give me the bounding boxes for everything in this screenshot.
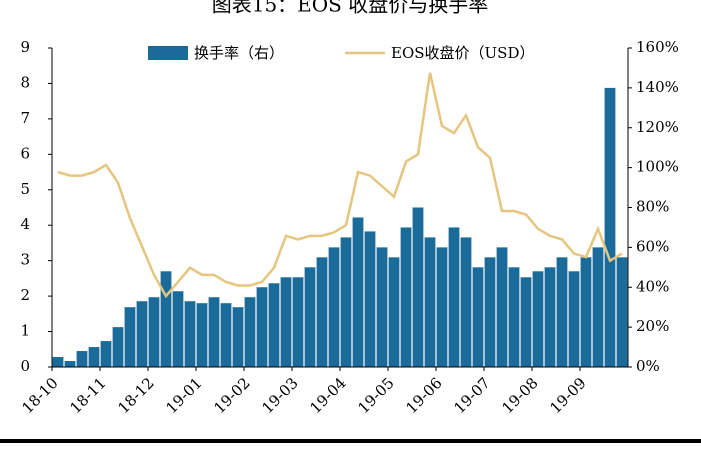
x-tick-label: 19-09	[546, 374, 589, 417]
x-tick-label: 19-08	[498, 374, 541, 417]
bar	[88, 347, 100, 367]
chart-title: 图表15：EOS 收盘价与换手率	[212, 0, 489, 17]
bar	[292, 277, 304, 367]
y-tick-label: 5	[20, 180, 30, 198]
bar	[484, 257, 496, 367]
y-tick-label: 0	[20, 357, 30, 375]
bar	[592, 247, 604, 367]
y2-tick-label: 120%	[636, 118, 679, 136]
x-tick-label: 18-11	[66, 374, 109, 417]
bar	[532, 271, 544, 367]
bar	[136, 301, 148, 367]
bar	[268, 283, 280, 367]
bar	[184, 301, 196, 367]
bar	[400, 227, 412, 367]
bar	[208, 297, 220, 367]
bar	[496, 247, 508, 367]
bar	[448, 227, 460, 367]
y2-tick-label: 60%	[636, 237, 669, 255]
x-tick-label: 19-02	[210, 374, 253, 417]
bar	[544, 267, 556, 367]
price-line	[57, 72, 623, 299]
bar	[340, 237, 352, 367]
x-tick-label: 18-10	[18, 374, 61, 417]
bar	[436, 247, 448, 367]
x-tick-label: 19-01	[162, 374, 205, 417]
bar	[100, 341, 112, 367]
y-tick-label: 7	[20, 109, 30, 127]
y2-tick-label: 80%	[636, 198, 669, 216]
y-tick-label: 1	[20, 322, 30, 340]
y2-tick-label: 100%	[636, 158, 679, 176]
y2-tick-label: 20%	[636, 317, 669, 335]
bar	[220, 303, 232, 367]
bar	[316, 257, 328, 367]
y-tick-label: 3	[20, 251, 30, 269]
bar	[64, 361, 76, 367]
bar	[112, 327, 124, 367]
bar	[124, 307, 136, 367]
x-tick-label: 19-04	[306, 374, 349, 417]
x-tick-label: 19-05	[354, 374, 397, 417]
bar	[376, 247, 388, 367]
bar	[148, 297, 160, 367]
y2-tick-label: 40%	[636, 277, 669, 295]
bar	[328, 247, 340, 367]
bar	[172, 291, 184, 367]
bar	[352, 217, 364, 367]
bar	[304, 267, 316, 367]
bar	[460, 237, 472, 367]
bar	[52, 357, 64, 367]
bar	[604, 87, 616, 367]
bar	[160, 271, 172, 367]
bar	[388, 257, 400, 367]
bar	[280, 277, 292, 367]
bar	[256, 287, 268, 367]
y-tick-label: 4	[20, 215, 30, 233]
bar	[232, 307, 244, 367]
legend-swatch	[148, 46, 188, 60]
bar	[508, 267, 520, 367]
legend-label: EOS收盘价（USD）	[391, 44, 534, 62]
x-tick-label: 18-12	[114, 374, 157, 417]
bar	[196, 303, 208, 367]
bar	[76, 351, 88, 367]
y2-tick-label: 160%	[636, 38, 679, 56]
bar	[364, 231, 376, 367]
x-tick-label: 19-06	[402, 374, 445, 417]
x-tick-label: 19-07	[450, 374, 493, 417]
y-tick-label: 8	[20, 73, 30, 91]
y-tick-label: 9	[20, 38, 30, 56]
bar	[424, 237, 436, 367]
legend-label: 换手率（右）	[194, 44, 284, 62]
bar	[616, 257, 628, 367]
y-tick-label: 6	[20, 144, 30, 162]
bar	[568, 271, 580, 367]
y-tick-label: 2	[20, 286, 30, 304]
bar	[244, 297, 256, 367]
bar	[580, 257, 592, 367]
bar	[556, 257, 568, 367]
y2-tick-label: 140%	[636, 78, 679, 96]
bar	[520, 277, 532, 367]
x-tick-label: 19-03	[258, 374, 301, 417]
bar	[412, 207, 424, 367]
y2-tick-label: 0%	[636, 357, 660, 375]
bar	[472, 267, 484, 367]
